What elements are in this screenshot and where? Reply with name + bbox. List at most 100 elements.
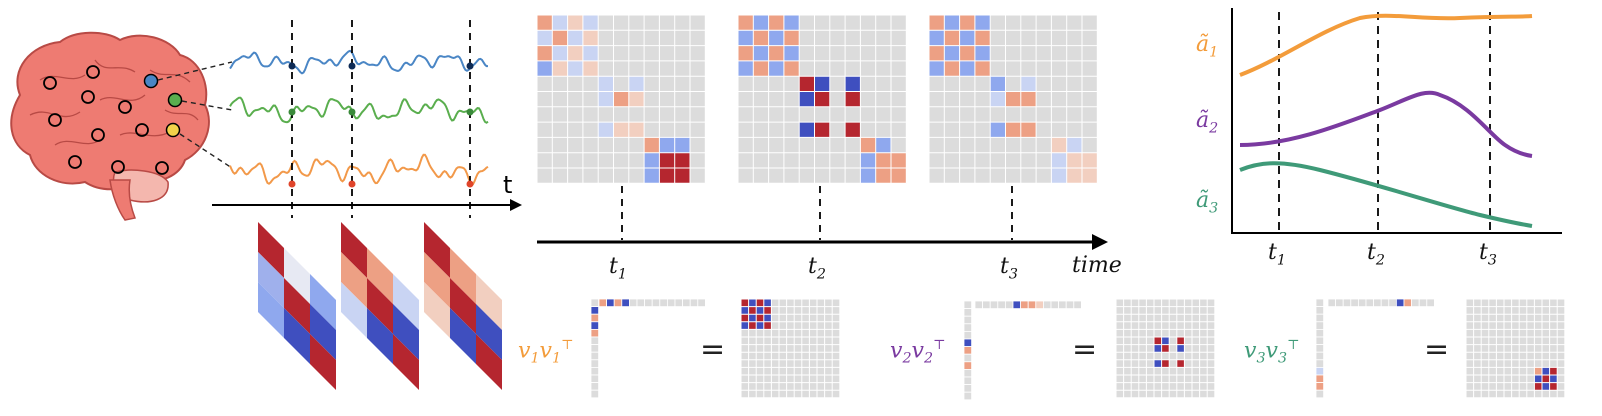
- coef-tick-t1: t1: [1268, 240, 1286, 269]
- matrix-cell: [567, 15, 583, 31]
- matrix-cell: [1534, 367, 1542, 375]
- skewed-matrix-cell: [310, 334, 336, 390]
- skewed-matrix-cell: [367, 278, 393, 334]
- series-a2-line: [1239, 90, 1533, 158]
- matrix-cell: [959, 30, 975, 46]
- vector-cell: [644, 298, 653, 307]
- matrix-cell: [738, 15, 754, 31]
- vector-cell: [963, 330, 972, 340]
- electrode-leads: [157, 61, 233, 169]
- skewed-matrix-cell: [393, 334, 419, 390]
- matrix-cell: [929, 45, 945, 61]
- vector-cell: [963, 338, 972, 347]
- matrix-cell: [567, 45, 583, 61]
- vector-cell: [590, 389, 599, 399]
- matrix-cell: [1005, 91, 1021, 107]
- matrix-cell: [748, 321, 757, 330]
- timeline-axis-label: time: [1072, 253, 1122, 278]
- matrix-cell: [1020, 76, 1037, 92]
- vector-cell: [1315, 328, 1324, 338]
- vector-cell: [590, 298, 599, 307]
- skewed-matrix-cell: [476, 304, 502, 360]
- matrix-cell: [674, 137, 690, 153]
- matrix-cell: [598, 76, 614, 92]
- matrix-cell: [753, 45, 769, 61]
- vector-cell: [1315, 321, 1324, 330]
- matrix-cell: [990, 76, 1006, 92]
- vector-cell: [1315, 366, 1324, 376]
- vector-cell: [1315, 344, 1324, 353]
- vector-cell: [963, 368, 972, 378]
- matrix-cell: [1020, 91, 1037, 107]
- matrix-cell: [567, 60, 583, 77]
- matrix-cell: [659, 168, 675, 184]
- matrix-cell: [959, 45, 975, 61]
- matrix-cell: [1066, 152, 1082, 168]
- matrix-cell: [891, 152, 907, 168]
- matrix-cell: [753, 15, 769, 31]
- matrix-cell: [974, 60, 991, 77]
- coef-tick-t3: t3: [1479, 240, 1497, 269]
- skewed-matrix-cell: [367, 248, 393, 304]
- vector-cell: [590, 328, 599, 338]
- signal-time-markers: [291, 20, 471, 218]
- matrix-cell: [974, 30, 991, 46]
- skewed-matrix-cell: [424, 252, 450, 308]
- matrix-cell: [748, 306, 757, 315]
- skewed-matrix-cell: [258, 282, 284, 338]
- vector-cell: [1315, 336, 1324, 345]
- matrix-cell: [845, 91, 861, 107]
- matrix-cell: [1176, 344, 1185, 353]
- orange-signal: [229, 153, 489, 186]
- equals-sign-1: =: [700, 332, 726, 367]
- vector-cell: [1043, 300, 1052, 309]
- matrix-cell: [944, 60, 960, 77]
- series-a3-label: ã3: [1196, 188, 1219, 217]
- vector-cell: [963, 315, 972, 325]
- skewed-matrix-cell: [367, 308, 393, 364]
- main-timeline: [537, 186, 1108, 250]
- matrix-cell: [598, 122, 614, 138]
- skewed-matrix-cell: [258, 252, 284, 308]
- matrix-cell: [748, 299, 757, 307]
- vector-cell: [590, 374, 599, 383]
- vector-cell: [1426, 298, 1435, 307]
- matrix-cell: [674, 152, 690, 168]
- matrix-cell: [929, 60, 945, 77]
- matrix-cell: [1051, 137, 1067, 153]
- matrix-cell: [763, 321, 772, 330]
- matrix-cell: [552, 15, 568, 31]
- brain-illustration: [10, 31, 233, 221]
- matrix-cell: [1161, 344, 1170, 353]
- matrix-cell: [552, 45, 568, 61]
- matrix-t3: [928, 14, 1098, 184]
- skewed-matrix-cell: [284, 278, 310, 334]
- matrix-cell: [1005, 122, 1021, 138]
- matrix-cell: [738, 45, 754, 61]
- vector-cell: [1350, 298, 1359, 307]
- vector-cell: [590, 313, 599, 323]
- vector-cell: [1373, 298, 1382, 307]
- matrix-cell: [1051, 168, 1067, 184]
- rank-one-decomposition: [590, 298, 1566, 401]
- matrix-cell: [537, 60, 553, 77]
- matrix-cell: [1542, 382, 1550, 391]
- blue-signal: [229, 49, 488, 75]
- matrix-cell: [741, 299, 749, 307]
- vector-cell: [697, 298, 706, 307]
- skewed-matrices: [258, 222, 502, 390]
- vector-cell: [1342, 298, 1352, 307]
- vector-cell: [590, 306, 599, 315]
- vector-cell: [974, 300, 983, 309]
- matrix-cell: [1549, 382, 1558, 391]
- vector-cell: [1315, 374, 1324, 383]
- matrix-cell: [929, 15, 945, 31]
- matrix-cell: [768, 60, 784, 77]
- matrix-cell: [929, 30, 945, 46]
- vector-cell: [963, 346, 972, 355]
- vector-cell: [590, 344, 599, 353]
- matrix-cell: [552, 60, 568, 77]
- vector-cell: [590, 351, 599, 361]
- signal-axis-label: t: [503, 171, 512, 199]
- matrix-cell: [944, 30, 960, 46]
